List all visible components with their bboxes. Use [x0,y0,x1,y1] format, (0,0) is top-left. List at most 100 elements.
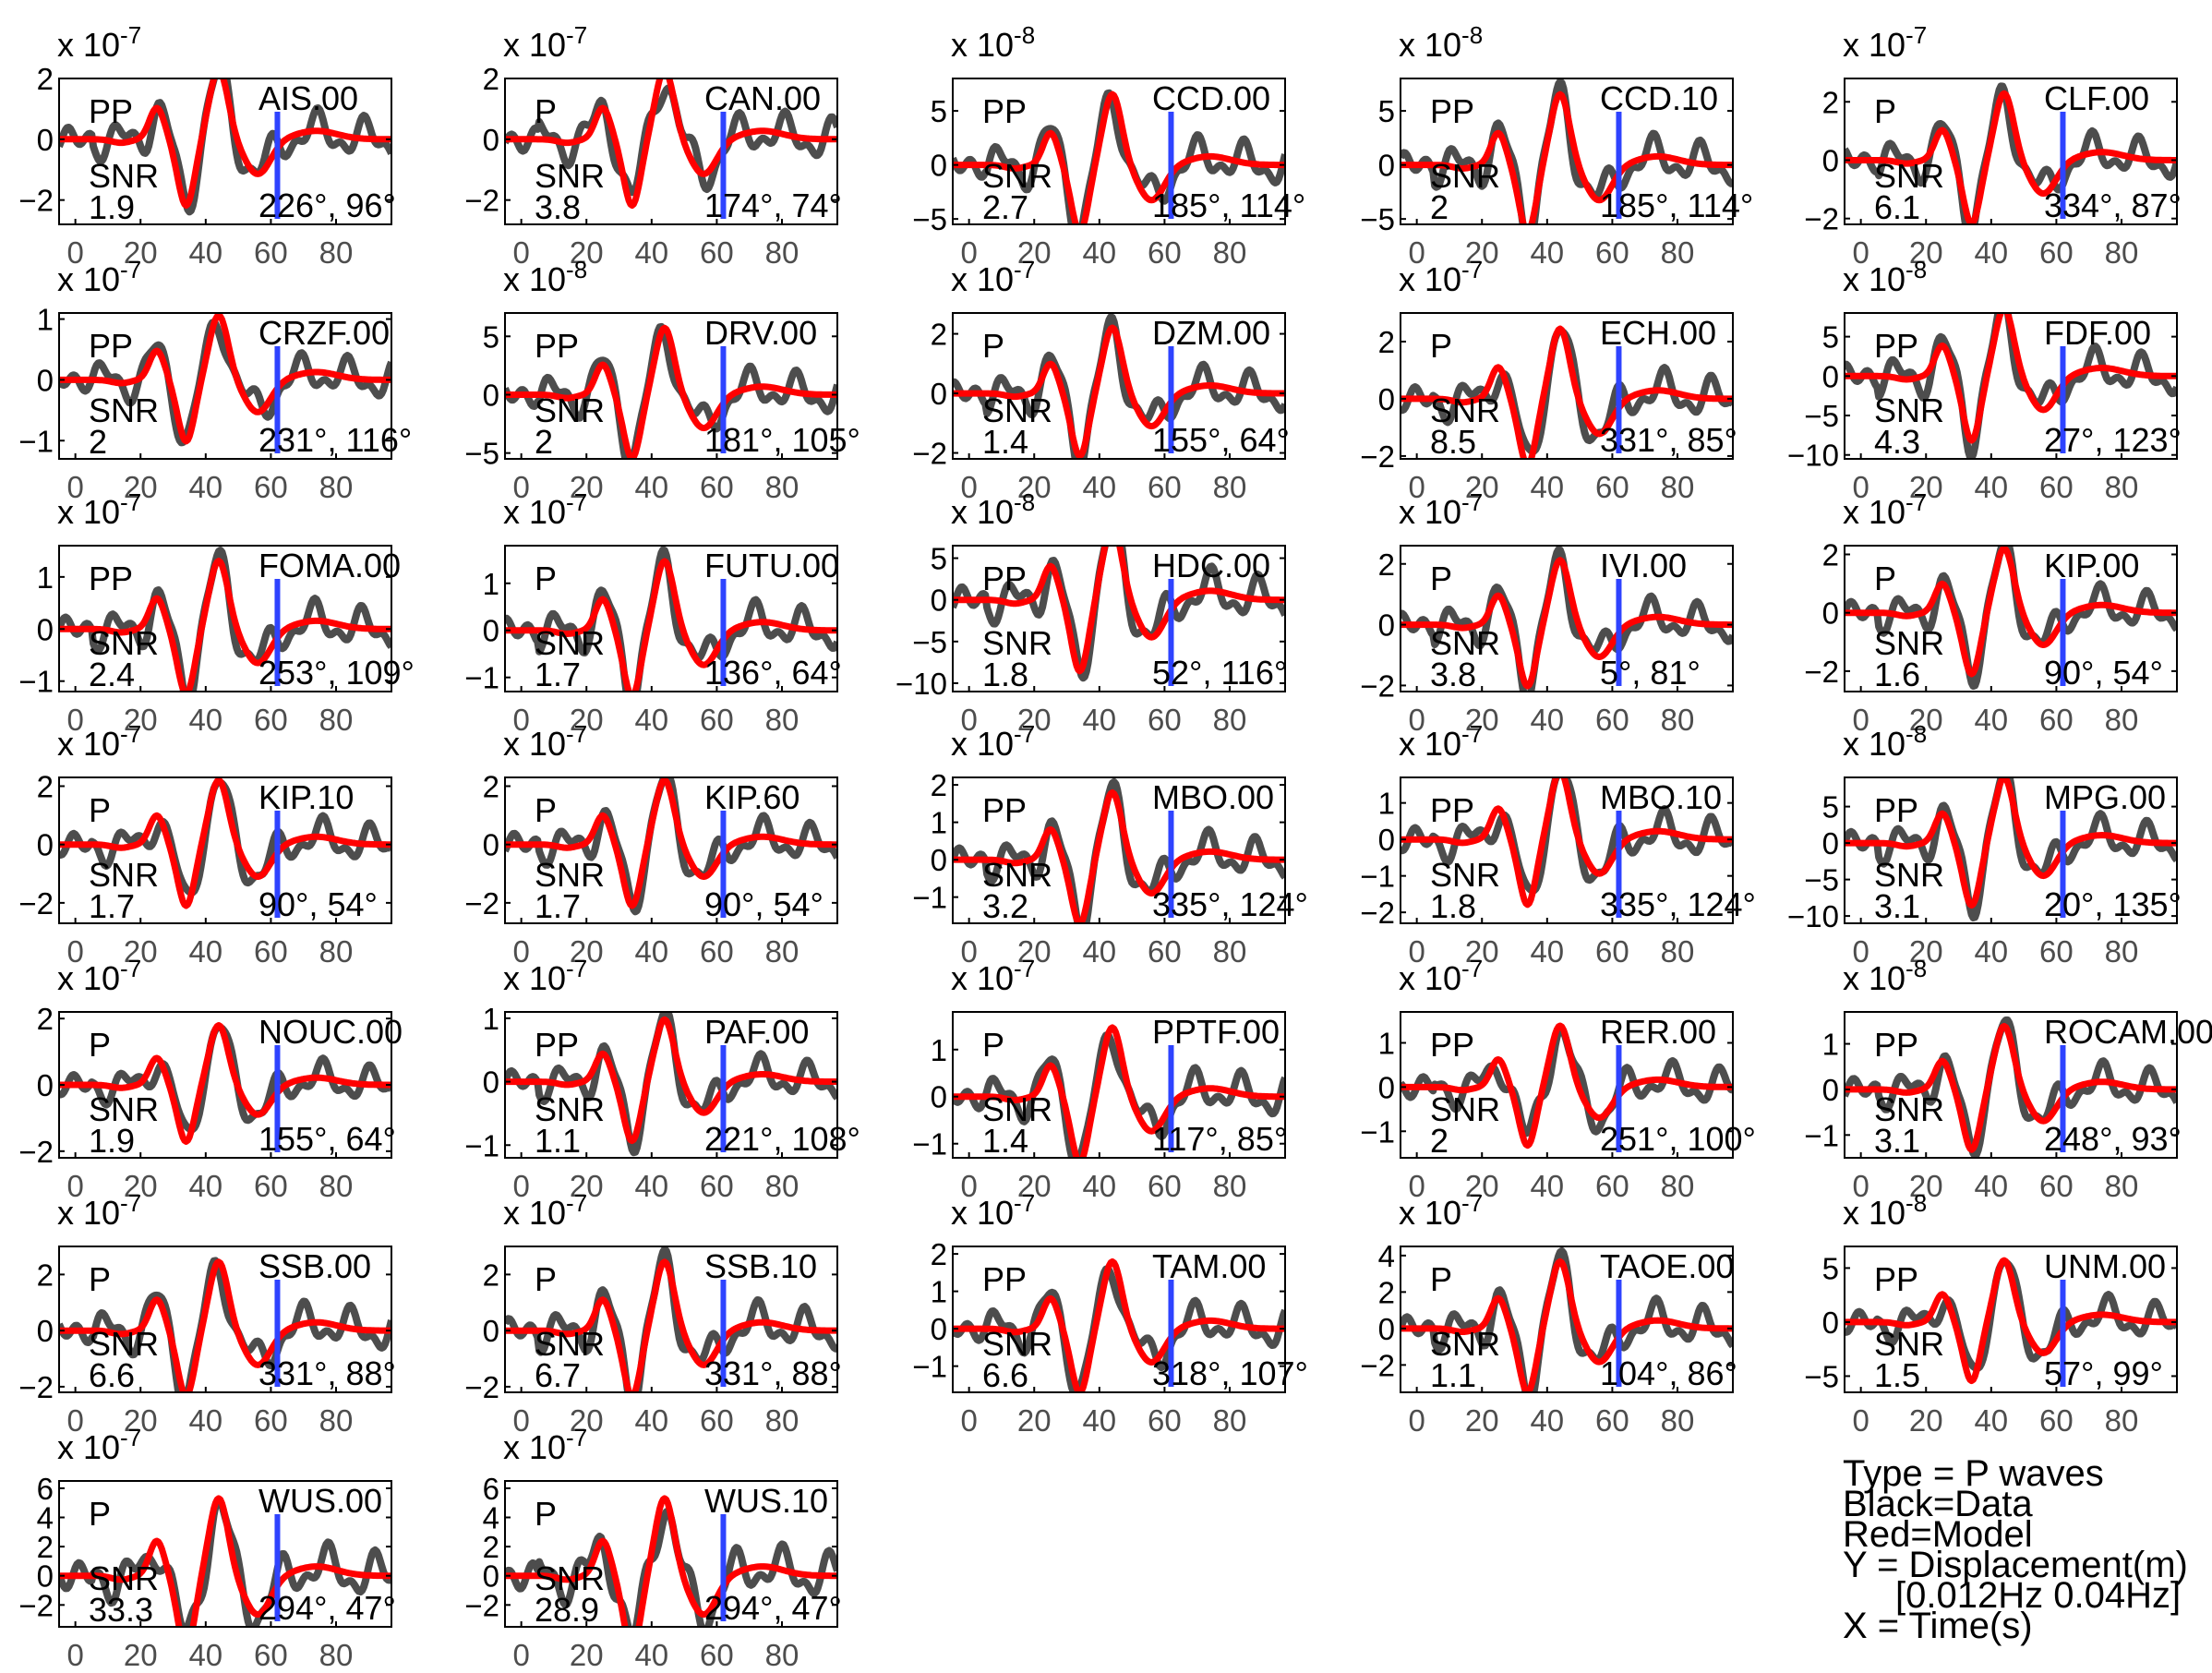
x-tick-label: 60 [254,235,288,270]
x-tick-label: 80 [2105,1403,2139,1438]
y-tick-label: 1 [37,303,54,337]
x-tick-label: 60 [254,1403,288,1438]
y-tick-label: 2 [483,62,499,96]
y-tick-label: −5 [464,437,499,471]
snr-label: SNR [982,391,1052,429]
x-tick-label: 60 [1148,1403,1182,1438]
snr-value: 1.1 [1430,1356,1476,1394]
x-tick-label: 0 [66,1638,83,1672]
axes-box [1400,312,1734,460]
snr-value: 1.7 [535,656,581,693]
snr-value: 3.1 [1874,887,1920,925]
station-label: UNM.00 [2044,1247,2166,1285]
snr-label: SNR [535,624,605,662]
x-tick-label: 0 [960,934,977,969]
x-tick-label: 80 [1213,703,1247,737]
y-tick-label: −1 [912,881,947,915]
x-tick-label: 60 [254,934,288,969]
x-tick-label: 0 [1852,470,1869,504]
snr-label: SNR [982,157,1052,195]
axes-box [504,1011,838,1159]
x-tick-label: 40 [1082,703,1116,737]
azimuth-distance: 20°, 135° [2044,885,2182,923]
station-label: KIP.60 [704,778,799,816]
data-trace [953,1030,1285,1158]
station-label: NOUC.00 [258,1013,403,1051]
x-tick-label: 60 [1148,235,1182,270]
model-trace [1845,313,2177,444]
x-tick-label: 80 [1213,1169,1247,1203]
station-label: FDF.00 [2044,314,2151,352]
x-tick-label: 20 [124,1403,158,1438]
y-tick-label: 0 [37,612,54,646]
azimuth-distance: 226°, 96° [258,187,396,224]
x-tick-label: 20 [124,470,158,504]
station-label: HDC.00 [1152,547,1270,584]
model-trace [505,324,837,459]
snr-value: 3.8 [535,188,581,226]
y-tick-label: 5 [1378,94,1395,128]
snr-label: SNR [535,1325,605,1363]
snr-value: 4.3 [1874,423,1920,461]
x-tick-label: 80 [1213,934,1247,969]
snr-value: 1.7 [535,887,581,925]
data-trace [953,89,1285,224]
x-tick-label: 80 [2105,1169,2139,1203]
legend-type: Type = P waves [1843,1453,2104,1494]
x-tick-label: 60 [700,934,734,969]
azimuth-distance: 117°, 85° [1152,1120,1287,1158]
y-tick-label: 1 [1378,787,1395,821]
x-tick-label: 40 [634,1403,668,1438]
model-trace [59,78,391,209]
snr-value: 2.4 [89,656,135,693]
model-trace [1401,325,1733,459]
exponent-label: x 10-7 [57,488,141,531]
azimuth-distance: 335°, 124° [1600,885,1756,923]
y-tick-label: 0 [483,123,499,157]
x-tick-label: 40 [1082,1403,1116,1438]
x-tick-label: 60 [700,703,734,737]
phase-label: PP [535,327,579,365]
x-tick-label: 60 [2039,470,2074,504]
snr-label: SNR [89,624,159,662]
x-tick-label: 40 [1082,1169,1116,1203]
phase-label: PP [535,1026,579,1064]
x-tick-label: 20 [1017,235,1052,270]
axes-box [58,1246,392,1393]
exponent-label: x 10-7 [1843,488,1927,531]
station-label: WUS.00 [258,1482,382,1520]
axes-box [1400,776,1734,924]
snr-label: SNR [1430,1325,1500,1363]
x-tick-label: 40 [1530,1403,1564,1438]
model-trace [505,1016,837,1145]
y-tick-label: 0 [483,1314,499,1348]
station-label: TAOE.00 [1600,1247,1734,1285]
y-tick-label: −2 [464,886,499,921]
station-label: FUTU.00 [704,547,839,584]
x-tick-label: 40 [1974,703,2008,737]
axes-box [952,312,1286,460]
x-tick-label: 80 [1661,1169,1695,1203]
axes-box [952,545,1286,692]
model-trace [953,90,1285,224]
y-tick-label: 2 [1378,548,1395,582]
x-tick-label: 80 [319,470,354,504]
x-tick-label: 80 [1213,235,1247,270]
model-trace [1845,777,2177,909]
azimuth-distance: 331°, 88° [258,1354,396,1392]
snr-label: SNR [89,1090,159,1128]
x-tick-label: 80 [2105,470,2139,504]
x-tick-label: 20 [1909,235,1943,270]
x-tick-label: 60 [1595,934,1629,969]
x-tick-label: 80 [1213,470,1247,504]
x-tick-label: 0 [960,1403,977,1438]
snr-value: 1.5 [1874,1356,1920,1394]
station-label: FOMA.00 [258,547,401,584]
axes-box [952,1011,1286,1159]
exponent-label: x 10-8 [951,21,1035,64]
legend-black: Black=Data [1843,1484,2033,1524]
snr-value: 6.6 [89,1356,135,1394]
x-tick-label: 80 [319,703,354,737]
